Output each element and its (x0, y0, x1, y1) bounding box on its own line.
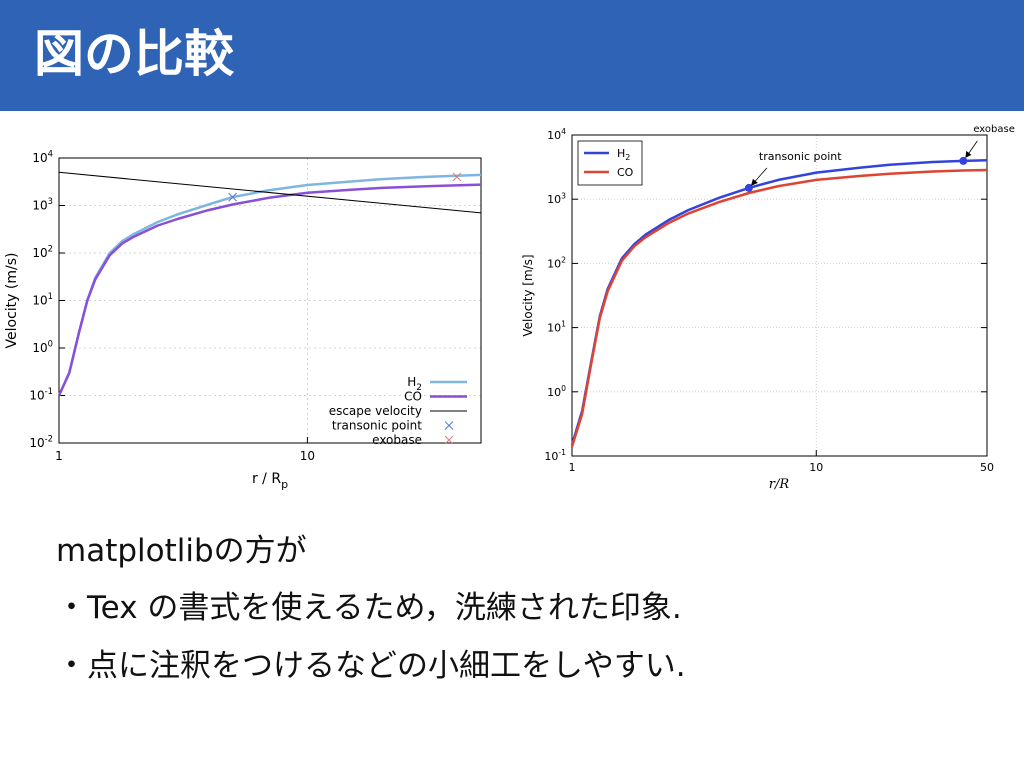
legend-label: H2 (407, 375, 422, 393)
slide-title: 図の比較 (34, 25, 234, 83)
x-tick-label: 1 (55, 449, 63, 463)
series-line-co (570, 168, 988, 447)
y-tick-label: 100 (547, 384, 566, 399)
x-tick-label: 50 (980, 461, 994, 474)
y-tick-label: 102 (547, 255, 566, 270)
body-line-annotation-bullet: ・点に注釈をつけるなどの小細工をしやすい. (56, 648, 686, 684)
legend-box (577, 140, 643, 186)
left-chart-svg: 10-2 10-1 100 101 102 103 104 1 10 r / Rp Velocity… (4, 149, 482, 491)
legend-swatch-marker (444, 435, 454, 445)
x-marker-stroke (444, 435, 454, 445)
marker-transonic-point (228, 192, 237, 202)
gnuplot-velocity-chart: 10-2 10-1 100 101 102 103 104 1 10 r / Rp Velocity… (0, 118, 500, 498)
right-chart-svg: 10-1 100 101 102 103 104 1 10 50 r/R Velocity [m/s… (521, 124, 1015, 492)
matplotlib-velocity-chart: 10-1 100 101 102 103 104 1 10 50 r/R Velocity [m/s… (512, 118, 1024, 498)
y-tick-label: 100 (32, 339, 53, 355)
transonic-annotation-label: transonic point (759, 150, 842, 163)
series-line-h2 (57, 173, 482, 397)
y-tick-label: 102 (32, 244, 53, 260)
x-tick-label: 10 (300, 449, 315, 463)
series-line-co (57, 183, 482, 397)
x-tick-label: 1 (569, 461, 576, 474)
series-line-h2 (570, 158, 988, 446)
x-marker-stroke (452, 172, 462, 182)
marker-exobase (452, 172, 462, 182)
exobase-annotation-label: exobase (973, 124, 1015, 135)
series-line-escape-velocity (58, 171, 482, 214)
y-tick-label: 10-2 (29, 434, 53, 450)
legend-label: transonic point (332, 419, 422, 433)
title-bar: 図の比較 (0, 0, 1024, 111)
legend-label: CO (404, 390, 422, 404)
y-tick-label: 103 (547, 191, 566, 206)
x-marker-stroke (444, 421, 454, 430)
y-tick-label: 104 (547, 127, 566, 142)
y-tick-label: 10-1 (29, 386, 53, 402)
legend-label: escape velocity (329, 404, 422, 418)
plot-frame (571, 134, 988, 457)
legend-label: CO (617, 166, 634, 179)
exobase-dot (959, 156, 968, 165)
body-line-tex-bullet: ・Tex の書式を使えるため，洗練された印象. (56, 590, 682, 626)
y-axis-label: Velocity [m/s] (521, 254, 535, 336)
y-tick-label: 101 (32, 291, 53, 307)
x-marker-stroke (228, 192, 237, 202)
x-axis-label: r/R (769, 477, 790, 492)
y-axis-label: Velocity (m/s) (4, 253, 20, 349)
x-tick-label: 10 (809, 461, 823, 474)
exobase-arrowhead (965, 150, 972, 158)
transonic-arrowhead (750, 178, 758, 186)
x-axis-label: r / Rp (252, 471, 288, 491)
legend-label: H2 (617, 147, 630, 162)
legend: H2 CO (577, 140, 643, 186)
annotations: transonic point exobase (744, 124, 1015, 192)
y-tick-label: 101 (547, 320, 566, 335)
y-tick-label: 103 (32, 196, 53, 212)
legend-swatch-marker (444, 421, 454, 430)
y-tick-label: 10-1 (544, 448, 566, 463)
legend-label: exobase (372, 433, 422, 447)
body-line-intro: matplotlibの方が (56, 533, 307, 569)
y-tick-label: 104 (32, 149, 53, 165)
